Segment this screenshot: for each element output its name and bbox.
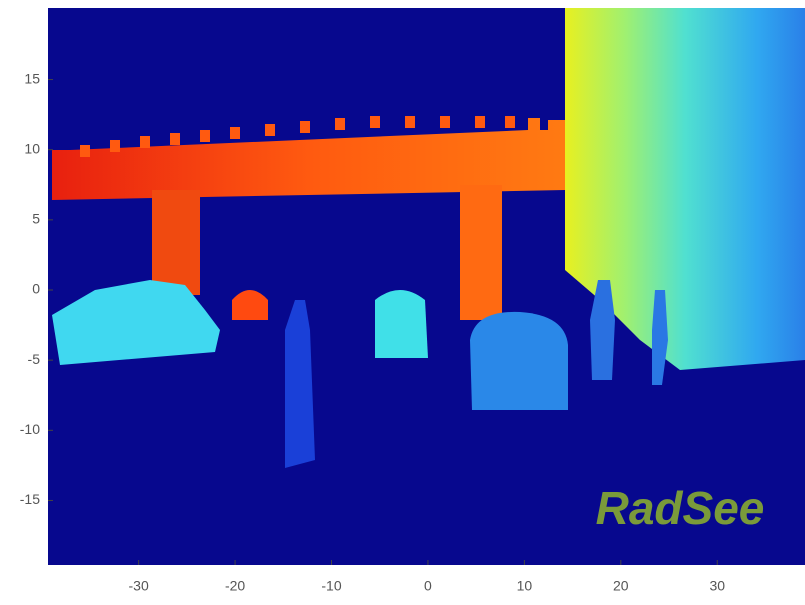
- x-tick-label: 30: [709, 578, 725, 594]
- pillar: [460, 185, 502, 320]
- car: [470, 312, 568, 410]
- logo: RadSee: [596, 482, 765, 534]
- x-tick-label: -30: [129, 578, 149, 594]
- y-tick-label: -5: [28, 351, 41, 367]
- y-tick-label: 5: [32, 211, 40, 227]
- chart: -30 -20 -10 0 10 20 30 15 10 5 0 -5 -10 -15 RadSee: [0, 0, 805, 600]
- car: [375, 290, 428, 358]
- y-tick-label: 15: [24, 70, 40, 86]
- y-tick-label: 10: [24, 140, 40, 156]
- x-tick-label: -10: [321, 578, 341, 594]
- x-tick-label: 0: [424, 578, 432, 594]
- y-tick-label: -10: [20, 421, 40, 437]
- x-tick-label: 10: [517, 578, 533, 594]
- x-tick-label: 20: [613, 578, 629, 594]
- x-tick-label: -20: [225, 578, 245, 594]
- y-tick-label: 0: [32, 281, 40, 297]
- y-tick-label: -15: [20, 491, 40, 507]
- pillar: [152, 190, 200, 295]
